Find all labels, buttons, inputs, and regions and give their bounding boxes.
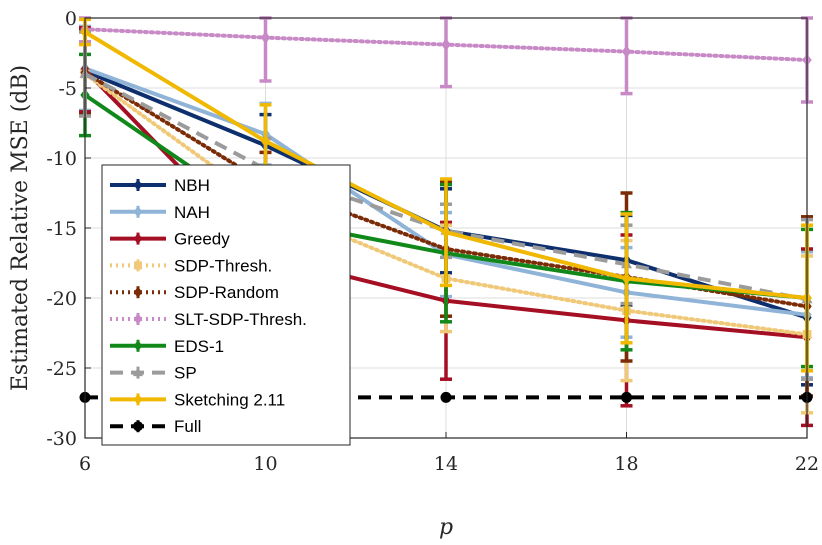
x-tick-label: 18 <box>614 453 638 475</box>
y-tick-label: -25 <box>46 358 77 380</box>
legend-label: NBH <box>174 176 210 195</box>
x-tick-label: 22 <box>795 453 819 475</box>
legend-marker <box>133 367 143 377</box>
legend: NBH NAH Greedy SDP-Thresh. SDP-Random SLT-SDP… <box>101 164 351 446</box>
legend-item: NAH <box>110 203 210 222</box>
x-tick-label: 10 <box>253 453 277 475</box>
y-tick-label: -5 <box>58 78 77 100</box>
data-point <box>621 272 632 285</box>
legend-label: SLT-SDP-Thresh. <box>174 310 307 329</box>
legend-marker <box>133 421 143 432</box>
ticks: 6 10 14 18 22 0 -5 -10 -15 -20 -25 -30 <box>46 8 819 475</box>
legend-item: EDS-1 <box>110 337 224 356</box>
y-tick-label: -30 <box>46 428 77 450</box>
y-tick-label: 0 <box>65 8 77 30</box>
y-tick-label: -15 <box>46 218 77 240</box>
series-layer <box>79 16 813 428</box>
x-axis-label: p <box>439 515 453 540</box>
y-tick-label: -10 <box>46 148 77 170</box>
x-tick-label: 6 <box>79 453 91 475</box>
legend-marker <box>134 261 142 270</box>
legend-item: SDP-Thresh. <box>110 256 272 275</box>
legend-item: Full <box>110 417 201 436</box>
x-tick-label: 14 <box>434 453 458 475</box>
legend-marker <box>133 206 143 218</box>
data-point <box>260 31 271 44</box>
legend-item: Greedy <box>110 230 230 249</box>
data-point <box>621 391 632 403</box>
legend-marker <box>133 340 143 352</box>
legend-label: SDP-Random <box>174 283 279 302</box>
legend-marker <box>133 393 143 406</box>
data-point <box>441 38 451 51</box>
legend-item: SP <box>110 364 197 383</box>
legend-label: NAH <box>174 203 210 222</box>
data-point <box>441 225 451 239</box>
legend-item: SDP-Random <box>110 283 279 302</box>
data-point <box>621 45 632 58</box>
legend-label: SP <box>174 364 197 383</box>
data-point <box>260 134 271 148</box>
legend-label: Full <box>174 417 201 436</box>
legend-marker <box>133 232 143 245</box>
y-axis-label: Estimated Relative MSE (dB) <box>8 65 33 391</box>
legend-marker <box>133 179 143 191</box>
y-tick-label: -20 <box>46 288 77 310</box>
legend-marker <box>133 313 143 325</box>
legend-label: Greedy <box>174 230 230 249</box>
series-line <box>84 72 808 302</box>
data-point <box>440 391 452 403</box>
legend-label: Sketching 2.11 <box>174 390 285 409</box>
legend-item: Sketching 2.11 <box>110 390 285 409</box>
legend-marker <box>133 286 143 298</box>
legend-item: NBH <box>110 176 210 195</box>
legend-label: EDS-1 <box>174 337 224 356</box>
legend-label: SDP-Thresh. <box>174 256 272 275</box>
legend-item: SLT-SDP-Thresh. <box>110 310 307 329</box>
